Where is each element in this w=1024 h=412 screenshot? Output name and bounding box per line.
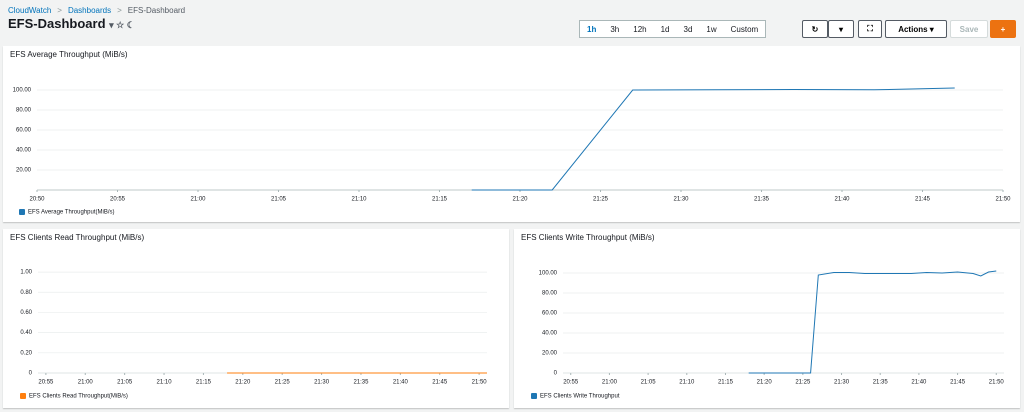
range-button[interactable]: 3h	[610, 24, 620, 34]
x-tick-label: 21:30	[314, 380, 330, 386]
x-tick-label: 21:45	[950, 380, 966, 386]
data-line	[748, 270, 997, 374]
x-tick-label: 21:20	[757, 380, 773, 386]
x-tick-label: 20:55	[563, 380, 579, 386]
refresh-menu[interactable]: ▾	[828, 20, 854, 38]
x-tick-label: 21:15	[432, 197, 448, 203]
x-tick-label: 21:50	[472, 380, 488, 386]
breadcrumb-current: EFS-Dashboard	[127, 6, 186, 15]
y-tick-label: 40.00	[542, 331, 558, 337]
dashboard-title: EFS-Dashboard ▾ ☆ ☾	[8, 16, 135, 31]
legend-swatch	[20, 393, 26, 399]
x-tick-label: 21:00	[602, 380, 618, 386]
x-tick-label: 21:30	[673, 197, 689, 203]
x-tick-label: 21:15	[718, 380, 734, 386]
y-tick-label: 0.80	[20, 290, 32, 296]
y-tick-label: 0	[29, 371, 33, 377]
x-tick-label: 21:40	[911, 380, 927, 386]
x-tick-label: 21:25	[275, 380, 291, 386]
y-tick-label: 1.00	[20, 270, 32, 276]
widget	[514, 229, 1020, 408]
x-tick-label: 21:35	[353, 380, 369, 386]
legend-swatch	[19, 209, 25, 215]
range-button[interactable]: 3d	[683, 24, 693, 34]
breadcrumb-link[interactable]: CloudWatch	[8, 6, 52, 15]
y-tick-label: 40.00	[16, 148, 32, 154]
add-button[interactable]: +	[990, 20, 1016, 38]
x-tick-label: 20:50	[29, 197, 45, 203]
save-button[interactable]: Save	[950, 20, 988, 38]
legend-label: EFS Clients Read Throughput(MiB/s)	[29, 394, 128, 400]
x-tick-label: 21:25	[795, 380, 811, 386]
actions-button[interactable]: Actions ▾	[885, 20, 947, 38]
y-tick-label: 60.00	[16, 128, 32, 134]
x-tick-label: 20:55	[110, 197, 126, 203]
x-tick-label: 21:20	[512, 197, 528, 203]
x-tick-label: 21:00	[78, 380, 94, 386]
y-tick-label: 100.00	[13, 88, 32, 94]
data-line	[471, 87, 955, 191]
breadcrumb: CloudWatch > Dashboards > EFS-Dashboard	[8, 6, 186, 15]
y-tick-label: 100.00	[539, 271, 558, 277]
x-tick-label: 21:50	[995, 197, 1011, 203]
range-button[interactable]: 12h	[633, 24, 647, 34]
x-tick-label: 21:05	[117, 380, 133, 386]
legend-swatch	[531, 393, 537, 399]
range-button[interactable]: 1d	[660, 24, 670, 34]
widget-title: EFS Clients Read Throughput (MiB/s)	[10, 233, 144, 242]
range-button[interactable]: 1h	[587, 24, 597, 34]
x-tick-label: 21:05	[641, 380, 657, 386]
legend-label: EFS Clients Write Throughput	[540, 394, 620, 400]
y-tick-label: 80.00	[16, 108, 32, 114]
breadcrumb-link[interactable]: Dashboards	[67, 6, 112, 15]
y-tick-label: 20.00	[542, 351, 558, 357]
widget	[3, 46, 1020, 222]
x-tick-label: 21:50	[989, 380, 1005, 386]
y-tick-label: 0	[554, 371, 558, 377]
x-tick-label: 21:20	[235, 380, 251, 386]
x-tick-label: 21:25	[593, 197, 609, 203]
x-tick-label: 21:45	[915, 197, 931, 203]
x-tick-label: 21:30	[834, 380, 850, 386]
x-tick-label: 21:05	[271, 197, 287, 203]
x-tick-label: 21:45	[432, 380, 448, 386]
y-tick-label: 0.60	[20, 310, 32, 316]
x-tick-label: 21:10	[351, 197, 367, 203]
widget-title: EFS Average Throughput (MiB/s)	[10, 50, 128, 59]
x-tick-label: 21:15	[196, 380, 212, 386]
x-tick-label: 21:35	[873, 380, 889, 386]
range-button[interactable]: Custom	[730, 24, 759, 34]
x-tick-label: 20:55	[38, 380, 54, 386]
x-tick-label: 21:00	[190, 197, 206, 203]
refresh-button[interactable]: ↻	[802, 20, 828, 38]
y-tick-label: 20.00	[16, 168, 32, 174]
x-tick-label: 21:40	[834, 197, 850, 203]
fullscreen-button[interactable]: ⛶	[858, 20, 882, 38]
y-tick-label: 80.00	[542, 291, 558, 297]
y-tick-label: 60.00	[542, 311, 558, 317]
legend-label: EFS Average Throughput(MiB/s)	[28, 210, 115, 216]
y-tick-label: 0.20	[20, 350, 32, 356]
x-tick-label: 21:10	[679, 380, 695, 386]
range-button[interactable]: 1w	[706, 24, 717, 34]
y-tick-label: 0.40	[20, 330, 32, 336]
actions-label: Actions	[898, 24, 928, 34]
x-tick-label: 21:35	[754, 197, 770, 203]
x-tick-label: 21:10	[157, 380, 173, 386]
time-range: 1h 3h 12h 1d 3d 1w Custom	[579, 20, 767, 38]
widget	[3, 229, 509, 408]
title-text: EFS-Dashboard	[8, 16, 106, 31]
widget-title: EFS Clients Write Throughput (MiB/s)	[521, 233, 655, 242]
x-tick-label: 21:40	[393, 380, 409, 386]
